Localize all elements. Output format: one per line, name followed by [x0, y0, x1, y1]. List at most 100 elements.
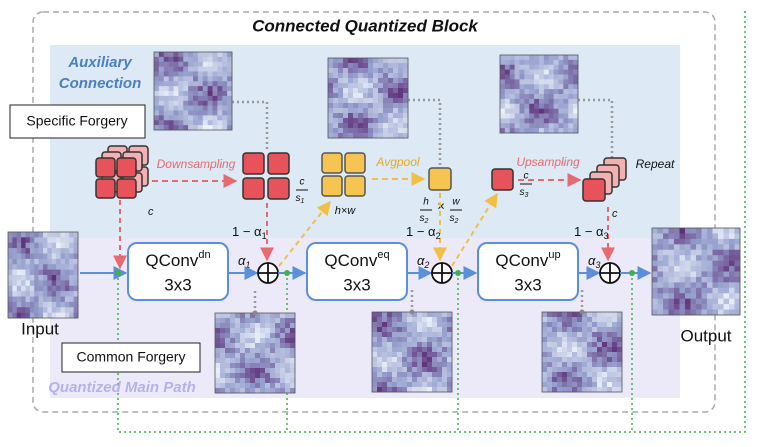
heatmap-cell — [734, 309, 741, 316]
heatmap-cell — [696, 304, 702, 310]
heatmap-cell — [363, 128, 369, 134]
label-box — [61, 342, 201, 373]
heatmap-cell — [215, 383, 221, 389]
heatmap-cell — [729, 260, 735, 267]
heatmap-cell — [572, 362, 578, 368]
heatmap-cell — [442, 352, 448, 358]
heatmap-cell — [25, 237, 31, 244]
heatmap-cell — [353, 108, 359, 114]
heatmap-cell — [25, 301, 31, 308]
heatmap-cell — [562, 352, 568, 358]
heatmap-cell — [547, 362, 553, 368]
heatmap-cell — [265, 363, 271, 369]
heatmap-cell — [402, 342, 408, 348]
heatmap-cell — [29, 285, 35, 292]
heatmap-cell — [592, 362, 598, 368]
heatmap-cell — [563, 118, 569, 124]
heatmap-cell — [573, 108, 579, 114]
block-label: QConveq — [324, 249, 389, 271]
heatmap-cell — [73, 312, 79, 319]
heatmap-cell — [685, 271, 691, 278]
heatmap-cell — [353, 78, 359, 84]
heatmap-cell — [422, 327, 428, 333]
heatmap-cell — [552, 387, 558, 393]
alpha-label: 2 — [423, 260, 429, 270]
heatmap-cell — [602, 322, 608, 328]
heatmap-cell — [43, 253, 48, 260]
heatmap-cell — [504, 103, 511, 109]
heatmap-cell — [652, 293, 658, 299]
heatmap-cell — [568, 55, 574, 61]
heatmap-cell — [562, 372, 568, 378]
heatmap-cell — [47, 312, 53, 319]
heatmap-cell — [8, 296, 13, 303]
heatmap-cell — [220, 368, 226, 374]
heatmap-cell — [437, 367, 443, 373]
heatmap-cell — [548, 108, 554, 114]
heatmap-cell — [422, 377, 428, 383]
heatmap-cell — [562, 342, 568, 348]
heatmap-cell — [447, 387, 453, 393]
heatmap-cell — [607, 357, 613, 363]
heatmap-cell — [529, 98, 535, 105]
heatmap-cell — [38, 269, 44, 276]
heatmap-cell — [260, 373, 266, 379]
heatmap-cell — [255, 358, 261, 364]
heatmap-cell — [56, 285, 61, 292]
heatmap-cell — [547, 317, 553, 323]
heatmap-cell — [398, 68, 404, 74]
heatmap-cell — [607, 337, 613, 343]
block-label: QConv — [324, 251, 377, 270]
heatmap-cell — [387, 372, 393, 378]
heatmap-cell — [417, 322, 423, 328]
heatmap-cell — [407, 332, 413, 338]
heatmap-cell — [534, 84, 540, 90]
heatmap-cell — [158, 125, 165, 131]
heatmap-cell — [723, 249, 730, 256]
heatmap-cell — [557, 357, 563, 363]
heatmap-cell — [597, 327, 603, 333]
heatmap-cell — [255, 353, 261, 359]
heatmap-cell — [417, 327, 423, 333]
heatmap-cell — [572, 367, 578, 373]
heatmap-cell — [8, 237, 13, 244]
heatmap-cell — [387, 387, 393, 393]
heatmap-cell — [388, 73, 394, 79]
heatmap-cell — [402, 332, 408, 338]
heatmap-cell — [553, 64, 559, 70]
heatmap-cell — [285, 348, 291, 354]
heatmap-cell — [712, 298, 719, 305]
heatmap-cell — [230, 318, 236, 324]
heatmap-cell — [504, 64, 511, 70]
heatmap-cell — [38, 248, 44, 254]
heatmap-cell — [392, 377, 398, 383]
heatmap-cell — [543, 59, 550, 66]
heatmap-cell — [500, 123, 506, 129]
heatmap-cell — [519, 79, 525, 85]
heatmap-cell — [60, 248, 66, 254]
heatmap-cell — [514, 94, 520, 100]
heatmap-cell — [333, 88, 339, 94]
heatmap-cell — [235, 368, 241, 374]
heatmap-cell — [427, 367, 433, 373]
heatmap-cell — [723, 309, 730, 316]
heatmap-cell — [388, 93, 394, 99]
heatmap-cell — [69, 275, 74, 281]
heatmap-cell — [657, 309, 664, 316]
heatmap-cell — [222, 120, 228, 126]
heatmap-cell — [437, 387, 443, 393]
heatmap-cell — [397, 352, 403, 358]
heatmap-cell — [587, 347, 593, 353]
heatmap-cell — [663, 309, 669, 316]
heatmap-cell — [553, 123, 559, 129]
heatmap-cell — [245, 323, 251, 329]
heatmap-cell — [373, 133, 379, 139]
heatmap-cell — [557, 337, 563, 343]
heatmap-cell — [712, 282, 719, 289]
heatmap-cell — [729, 298, 735, 305]
heatmap-cell — [712, 293, 719, 299]
heatmap-cell — [668, 228, 675, 234]
heatmap-cell — [358, 103, 364, 109]
heatmap-cell — [402, 312, 408, 318]
heatmap-cell — [245, 348, 251, 354]
